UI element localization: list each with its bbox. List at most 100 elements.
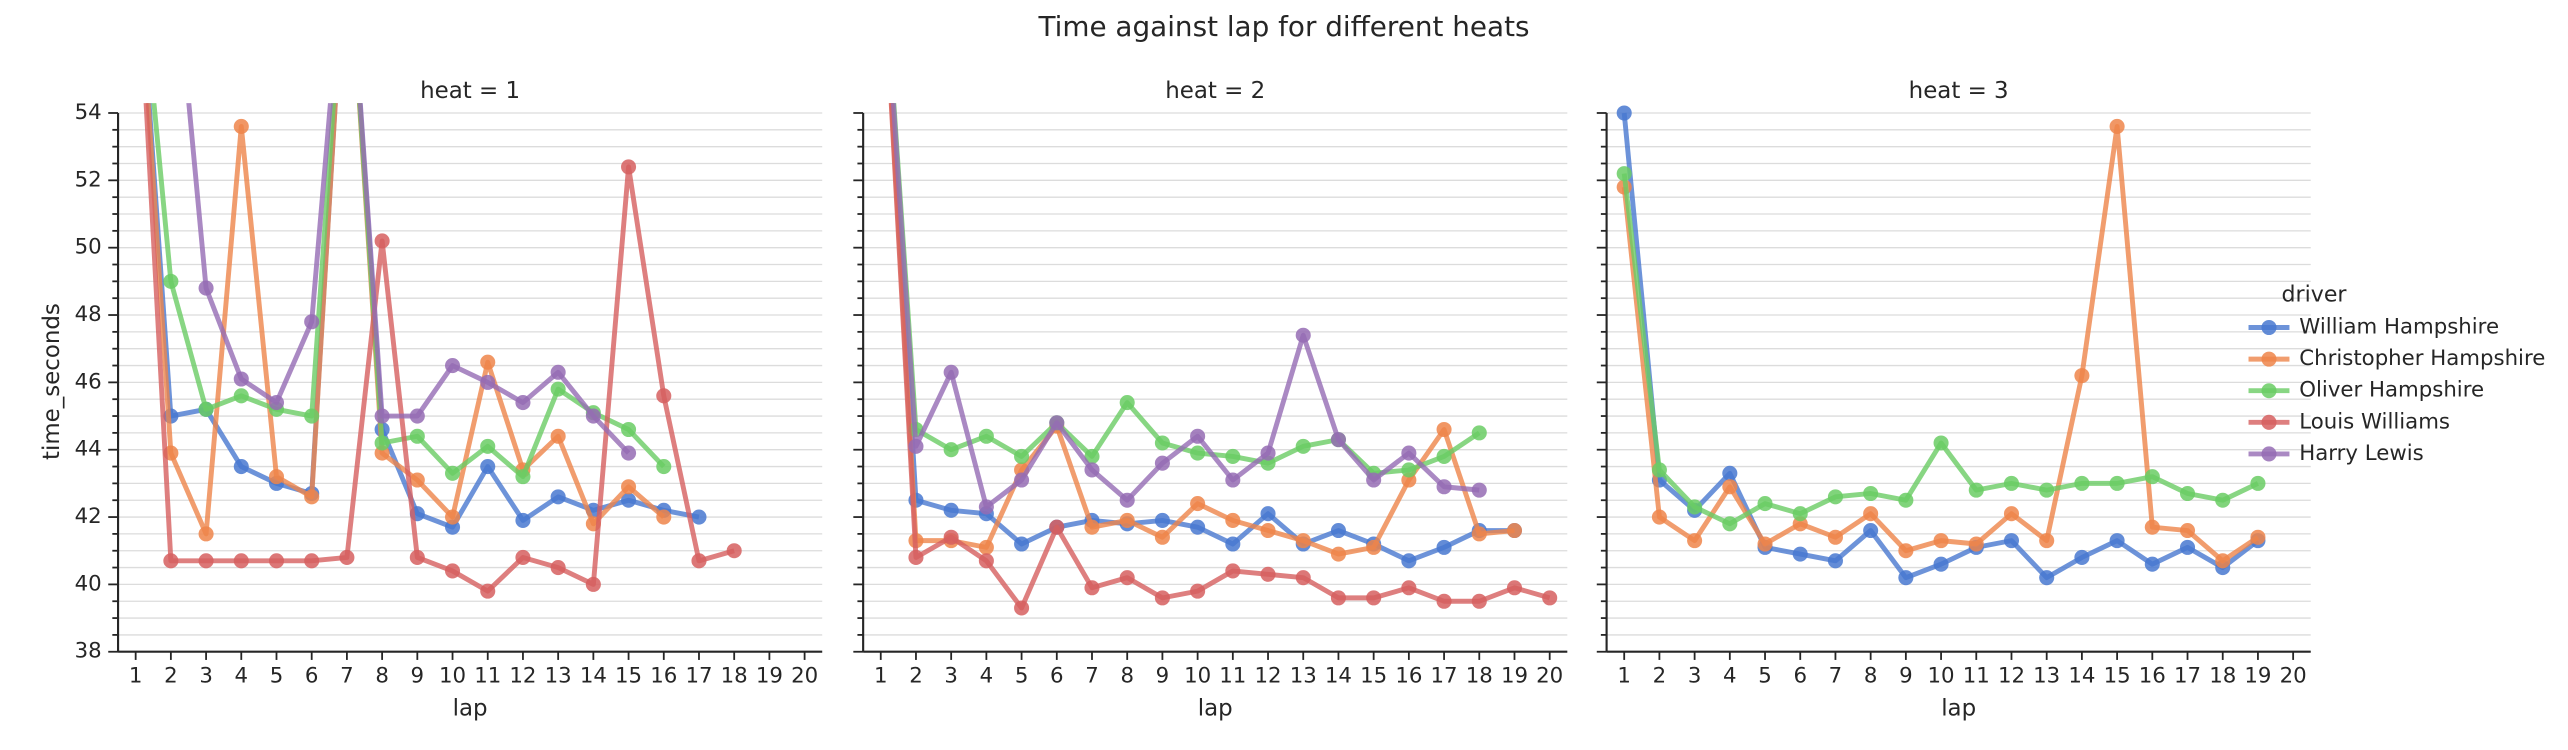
- point-marker: [1190, 428, 1206, 444]
- point-marker: [2039, 570, 2055, 586]
- x-tick-label: 9: [1899, 663, 1913, 688]
- point-marker: [2144, 519, 2160, 535]
- x-tick-label: 6: [305, 663, 319, 688]
- point-marker: [943, 502, 959, 518]
- point-marker: [621, 479, 637, 495]
- y-tick-label: 54: [75, 100, 102, 125]
- point-marker: [943, 364, 959, 380]
- point-marker: [1471, 526, 1487, 542]
- point-marker: [2179, 539, 2196, 555]
- point-marker: [1687, 499, 1703, 515]
- point-marker: [1225, 536, 1241, 552]
- point-marker: [233, 118, 249, 134]
- point-marker: [233, 371, 249, 387]
- series-line: [891, 103, 1481, 476]
- point-marker: [550, 489, 566, 505]
- series-line: [146, 103, 700, 530]
- x-tick-label: 6: [1793, 663, 1807, 688]
- point-marker: [1898, 570, 1914, 586]
- point-marker: [1898, 543, 1914, 559]
- point-marker: [1190, 519, 1206, 535]
- point-marker: [304, 489, 320, 505]
- point-marker: [1330, 432, 1346, 448]
- x-tick-label: 7: [1829, 663, 1843, 688]
- plot-area: [888, 103, 1558, 616]
- point-marker: [1401, 445, 1417, 461]
- point-marker: [1968, 482, 1984, 498]
- x-tick-label: 5: [1015, 663, 1029, 688]
- point-marker: [2215, 492, 2231, 508]
- point-marker: [515, 469, 531, 485]
- point-marker: [2250, 529, 2266, 545]
- x-tick-label: 15: [1360, 663, 1387, 688]
- point-marker: [1401, 553, 1417, 569]
- point-marker: [163, 553, 179, 569]
- point-marker: [1792, 546, 1808, 562]
- point-marker: [621, 492, 637, 508]
- point-marker: [1471, 482, 1487, 498]
- point-marker: [691, 553, 707, 569]
- point-marker: [978, 428, 994, 444]
- legend-marker: [2261, 383, 2277, 399]
- point-marker: [1968, 536, 1984, 552]
- x-tick-label: 5: [1758, 663, 1772, 688]
- plot-area: [143, 103, 742, 599]
- point-marker: [1330, 590, 1346, 606]
- point-marker: [1757, 496, 1773, 512]
- point-marker: [1014, 536, 1030, 552]
- point-marker: [550, 560, 566, 576]
- x-tick-label: 9: [1156, 663, 1170, 688]
- point-marker: [1154, 529, 1170, 545]
- point-marker: [1119, 570, 1135, 586]
- point-marker: [943, 529, 959, 545]
- point-marker: [198, 280, 214, 296]
- x-tick-label: 20: [2280, 663, 2307, 688]
- point-marker: [726, 543, 742, 559]
- point-marker: [1225, 512, 1241, 528]
- point-marker: [1190, 583, 1206, 599]
- x-tick-label: 11: [1963, 663, 1990, 688]
- point-marker: [1792, 506, 1808, 522]
- point-marker: [1084, 448, 1100, 464]
- point-marker: [2144, 556, 2160, 572]
- x-tick-label: 15: [615, 663, 642, 688]
- point-marker: [908, 549, 924, 565]
- x-tick-label: 8: [375, 663, 389, 688]
- point-marker: [515, 549, 531, 565]
- point-marker: [1295, 327, 1311, 343]
- point-marker: [550, 364, 566, 380]
- chart-title: Time against lap for different heats: [1037, 10, 1529, 43]
- legend-label: William Hampshire: [2299, 315, 2499, 340]
- x-tick-label: 1: [129, 663, 143, 688]
- point-marker: [1366, 539, 1382, 555]
- x-tick-label: 20: [1536, 663, 1563, 688]
- point-marker: [585, 408, 601, 424]
- x-tick-label: 4: [235, 663, 249, 688]
- x-tick-label: 14: [2068, 663, 2095, 688]
- point-marker: [409, 549, 425, 565]
- point-marker: [978, 539, 994, 555]
- point-marker: [480, 583, 496, 599]
- point-marker: [480, 374, 496, 390]
- x-tick-label: 2: [164, 663, 178, 688]
- x-tick-label: 17: [685, 663, 712, 688]
- point-marker: [2179, 485, 2196, 502]
- point-marker: [1687, 533, 1703, 549]
- point-marker: [2003, 506, 2020, 522]
- point-marker: [1933, 533, 1949, 549]
- point-marker: [621, 445, 637, 461]
- point-marker: [515, 512, 531, 528]
- point-marker: [268, 553, 285, 569]
- point-marker: [1651, 509, 1667, 525]
- x-tick-label: 10: [1184, 663, 1211, 688]
- x-tick-label: 5: [270, 663, 284, 688]
- point-marker: [1119, 512, 1135, 528]
- point-marker: [1436, 479, 1452, 495]
- point-marker: [1190, 445, 1206, 461]
- point-marker: [2109, 533, 2125, 549]
- y-tick-label: 42: [75, 504, 102, 529]
- point-marker: [198, 401, 214, 417]
- x-tick-label: 12: [1998, 663, 2025, 688]
- point-marker: [621, 421, 637, 438]
- point-marker: [1014, 448, 1030, 464]
